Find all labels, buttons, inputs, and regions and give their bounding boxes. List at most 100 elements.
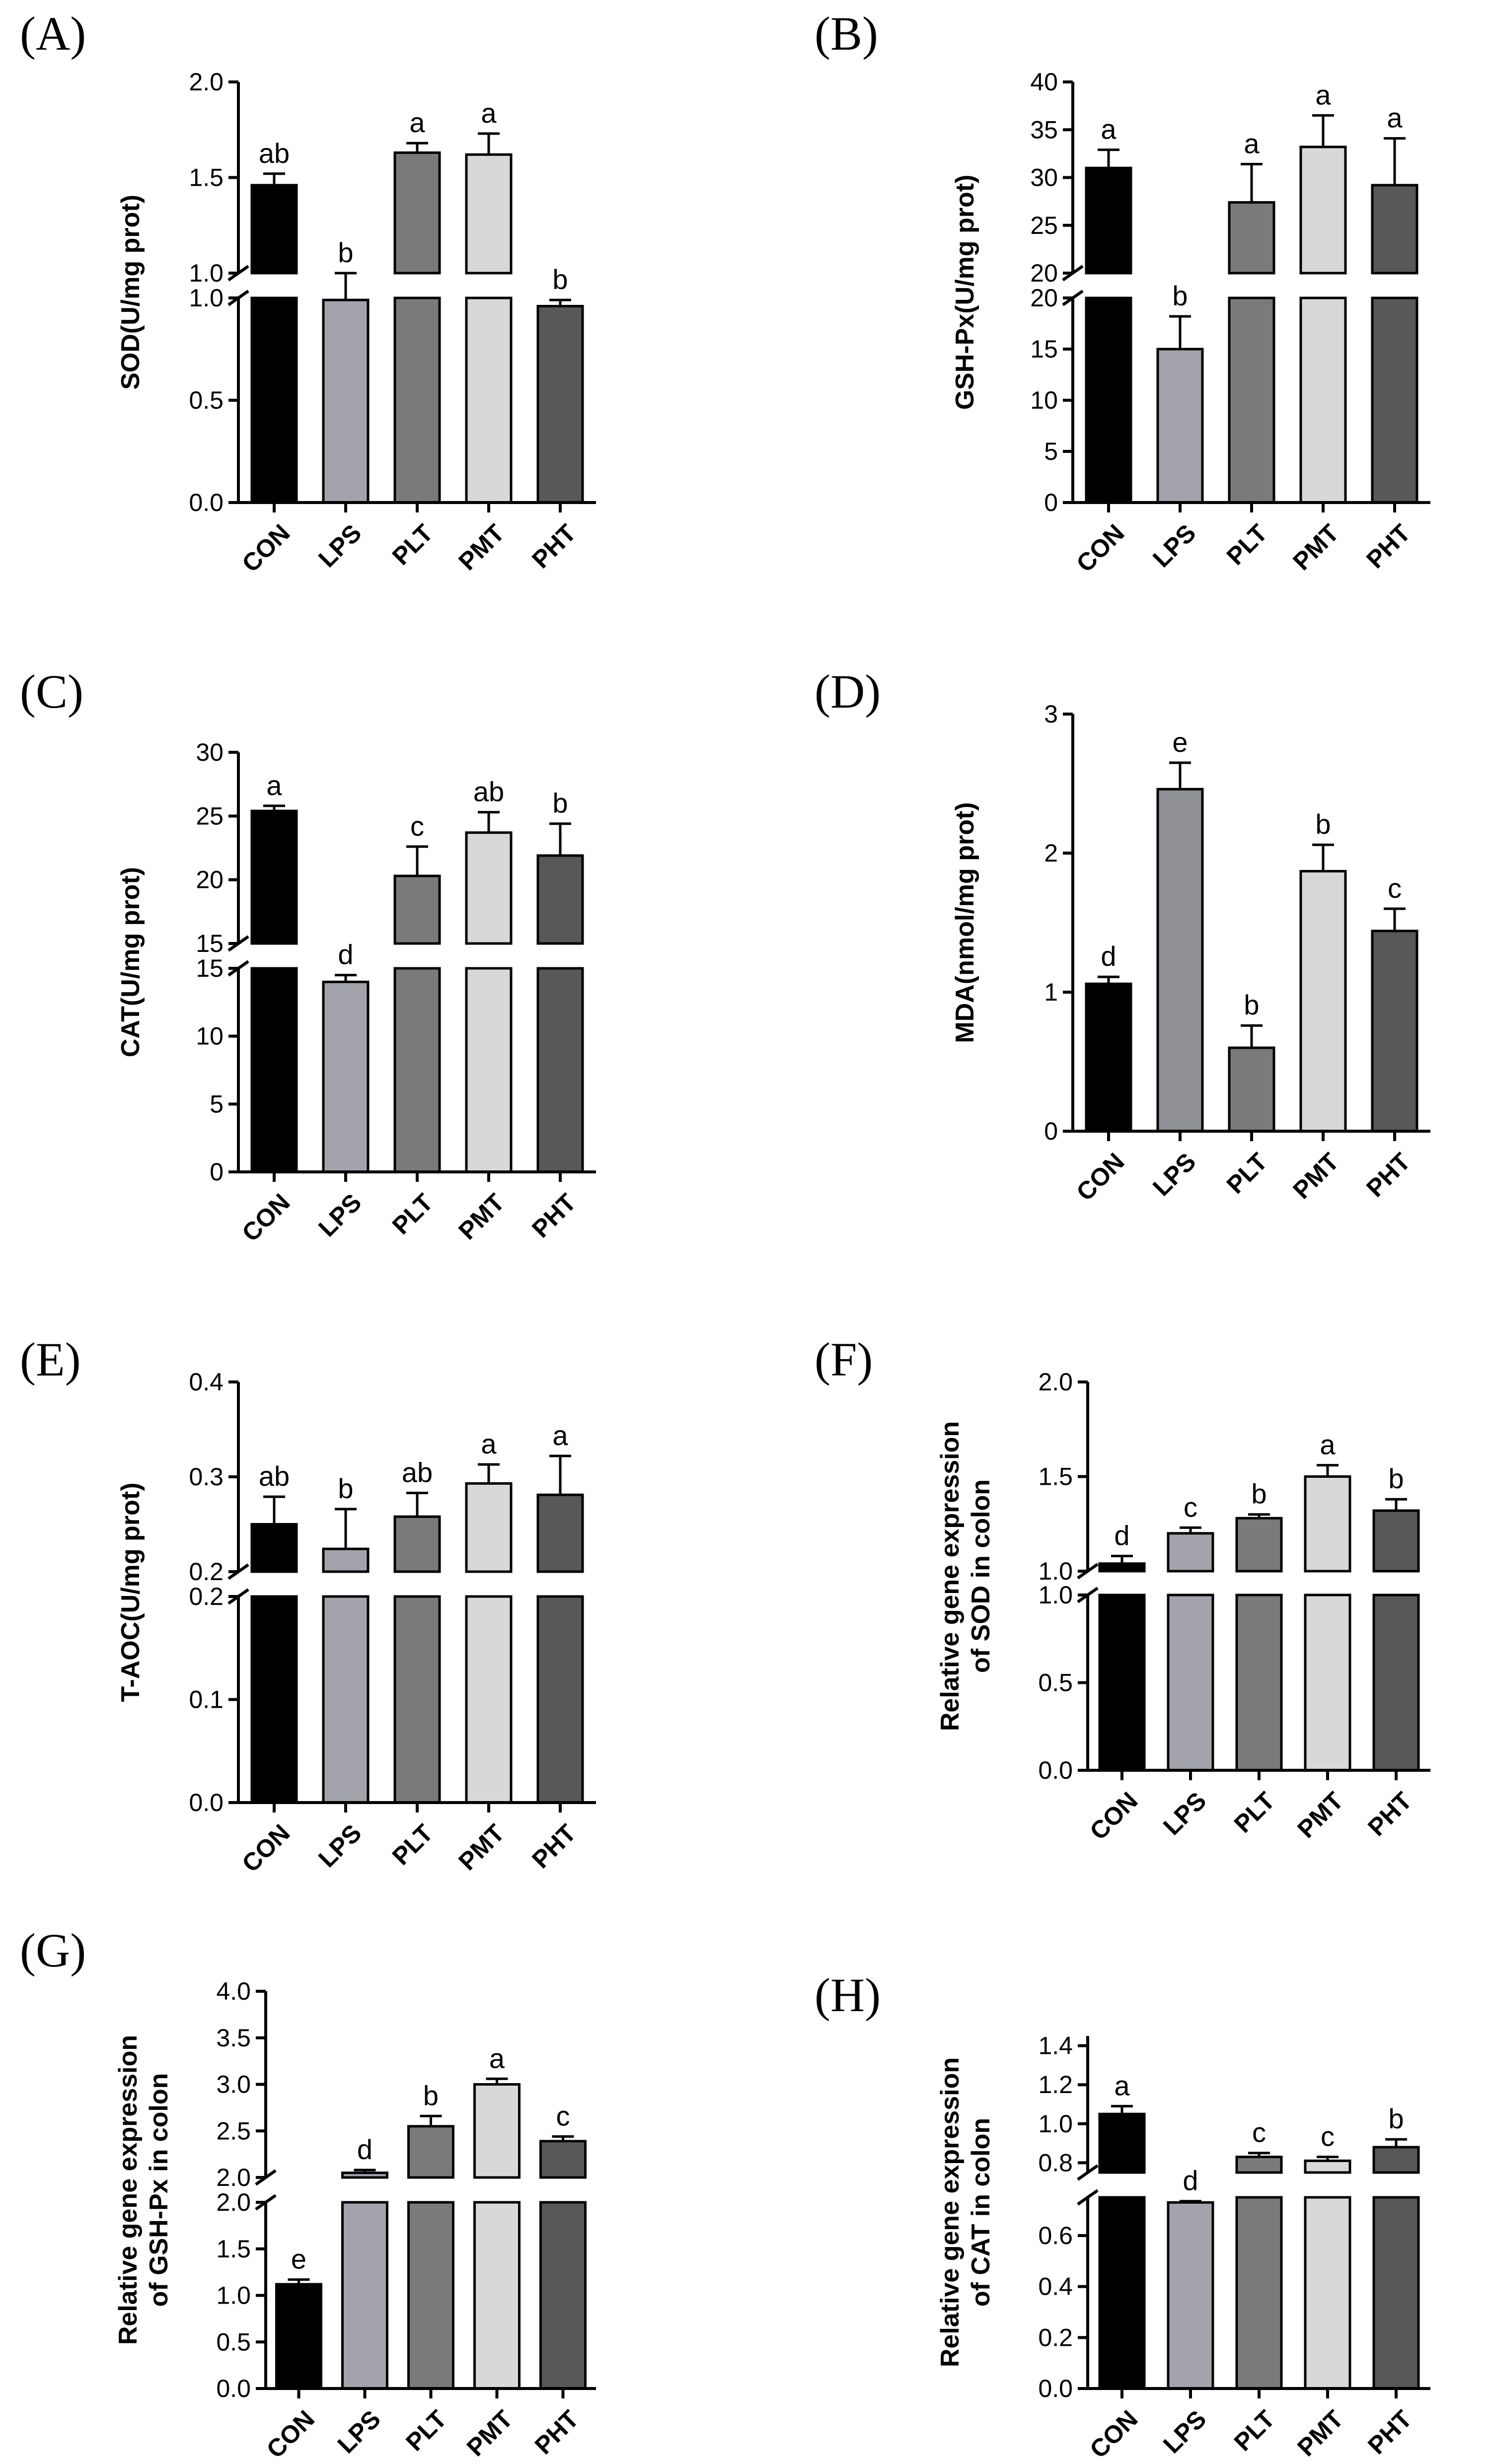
x-tick-label-plt: PLT — [1221, 519, 1273, 571]
y-tick-label-l1: 0.5 — [216, 2328, 251, 2356]
x-tick-label-lps: LPS — [313, 519, 367, 573]
sig-letter-pmt: b — [1315, 808, 1331, 840]
bar-con — [1085, 982, 1132, 1133]
y-tick-label-l0: 0.0 — [189, 1789, 223, 1816]
bar-con — [250, 967, 298, 1173]
sig-letter-pht: a — [552, 1420, 568, 1451]
y-tick-label-l1: 0.1 — [189, 1686, 223, 1714]
y-tick-label-l0: 0.0 — [216, 2375, 251, 2402]
y-tick-label-u1: 1.5 — [189, 164, 223, 192]
y-tick-label-l2: 10 — [1030, 386, 1058, 414]
bar-lps — [1156, 788, 1204, 1133]
sig-letter-con: e — [291, 2244, 306, 2275]
bar-pht — [1372, 1594, 1420, 1772]
sig-letter-con: d — [1114, 1520, 1129, 1551]
y-tick-label-u2: 3.0 — [216, 2071, 251, 2099]
bar-pht — [536, 967, 584, 1173]
bar-pmt — [1304, 2196, 1351, 2390]
sig-letter-lps: b — [338, 1473, 353, 1504]
bar-plt-upper — [407, 2125, 454, 2179]
y-tick-label-u1: 25 — [1030, 212, 1058, 239]
bar-con-upper — [1085, 166, 1132, 275]
y-tick-label-u3: 30 — [196, 738, 223, 766]
y-tick-label-1: 1 — [1044, 978, 1058, 1006]
x-tick-label-pmt: PMT — [461, 2405, 518, 2462]
y-tick-label-l2: 0.2 — [189, 1583, 223, 1610]
panel-label: (D) — [815, 665, 881, 718]
bar-pht-upper — [536, 1493, 584, 1573]
sig-letter-pht: b — [552, 788, 568, 819]
x-tick-label-con: CON — [261, 2405, 320, 2464]
bar-lps — [341, 2201, 388, 2390]
y-tick-label-u2: 1.2 — [1038, 2071, 1073, 2099]
bar-pmt — [465, 296, 513, 504]
y-tick-label-l1: 5 — [210, 1090, 223, 1118]
bar-pht-upper — [1372, 2146, 1420, 2174]
bar-plt-upper — [1228, 201, 1275, 275]
y-axis-title: T-AOC(U/mg prot) — [116, 1483, 145, 1702]
panel-label: (H) — [815, 1968, 881, 2022]
bar-pht-upper — [539, 2140, 587, 2179]
bar-lps — [1167, 2201, 1214, 2390]
panel-label: (A) — [20, 7, 86, 60]
x-tick-label-pht: PHT — [1362, 2405, 1417, 2460]
chart-panel-h: a CON d LPS c PLT c PMT b PHT 0.8 1.0 1.2 1.4 0.0 0.2 0.… — [815, 1968, 1430, 2464]
y-tick-label-l1: 5 — [1044, 437, 1058, 465]
y-tick-label-u0: 0.8 — [1038, 2149, 1073, 2176]
y-tick-label-u0: 1.0 — [189, 259, 223, 287]
y-tick-label-u4: 4.0 — [216, 1977, 251, 2005]
y-tick-label-u4: 40 — [1030, 68, 1058, 96]
y-tick-label-l3: 15 — [196, 954, 223, 982]
x-tick-label-con: CON — [1084, 1787, 1143, 1845]
sig-letter-pht: c — [556, 2101, 570, 2132]
bar-plt-upper — [393, 1515, 441, 1573]
y-tick-label-l0: 0 — [210, 1158, 223, 1186]
x-tick-label-pht: PHT — [526, 519, 581, 574]
bar-lps — [1167, 1594, 1214, 1772]
bar-plt — [1228, 1046, 1275, 1133]
y-tick-label-l3: 0.6 — [1038, 2222, 1073, 2249]
sig-letter-con: ab — [259, 138, 290, 169]
bar-pmt-upper — [473, 2083, 521, 2179]
x-tick-label-pht: PHT — [1361, 1148, 1415, 1202]
sig-letter-lps: d — [338, 939, 353, 970]
bar-plt-upper — [1235, 2156, 1283, 2174]
y-tick-label-l2: 10 — [196, 1022, 223, 1050]
x-tick-label-con: CON — [236, 519, 295, 578]
sig-letter-pmt: a — [481, 1428, 497, 1459]
sig-letter-con: a — [266, 770, 282, 801]
y-tick-label-l1: 0.5 — [189, 386, 223, 414]
axis-break-mark — [1077, 2164, 1099, 2181]
y-tick-label-l0: 0 — [1044, 489, 1058, 516]
y-tick-label-l0: 0.0 — [1038, 1756, 1073, 1784]
bar-pmt-upper — [1299, 145, 1347, 275]
chart-panel-c: a CON d LPS c PLT ab PMT b PHT 15 20 25 30 0 5 10 15 CAT(U… — [20, 665, 596, 1247]
sig-letter-plt: ab — [402, 1456, 433, 1488]
bar-pht — [539, 2201, 587, 2390]
y-tick-label-3: 3 — [1044, 700, 1058, 728]
bar-plt — [1235, 2196, 1283, 2390]
sig-letter-con: d — [1101, 941, 1116, 972]
y-tick-label-l2: 1.0 — [1038, 1581, 1073, 1609]
x-tick-label-plt: PLT — [387, 1188, 439, 1240]
panel-label: (B) — [815, 7, 878, 60]
sig-letter-con: a — [1101, 114, 1117, 145]
bar-lps-upper — [322, 1547, 370, 1573]
x-tick-label-lps: LPS — [313, 1188, 367, 1242]
y-tick-label-u0: 2.0 — [216, 2164, 251, 2191]
sig-letter-plt: b — [423, 2080, 439, 2111]
sig-letter-pmt: a — [489, 2042, 505, 2074]
sig-letter-lps: d — [1183, 2165, 1198, 2196]
bar-con-upper — [250, 809, 298, 945]
x-tick-label-lps: LPS — [1147, 1148, 1201, 1201]
sig-letter-plt: c — [1252, 2117, 1266, 2148]
x-tick-label-lps: LPS — [1158, 2405, 1211, 2459]
y-axis-title: of CAT in colon — [967, 2118, 995, 2307]
sig-letter-lps: d — [357, 2134, 372, 2165]
chart-panel-e: ab CON b LPS ab PLT a PMT a PHT 0.2 0.3 0.4 0.0 0.1 0.2… — [20, 1333, 596, 1878]
sig-letter-pht: b — [1388, 1463, 1404, 1494]
bar-pht-upper — [1371, 184, 1418, 275]
y-axis-title: Relative gene expression — [936, 1421, 965, 1731]
x-tick-label-pmt: PMT — [453, 1188, 510, 1245]
bar-con — [1098, 1594, 1146, 1772]
